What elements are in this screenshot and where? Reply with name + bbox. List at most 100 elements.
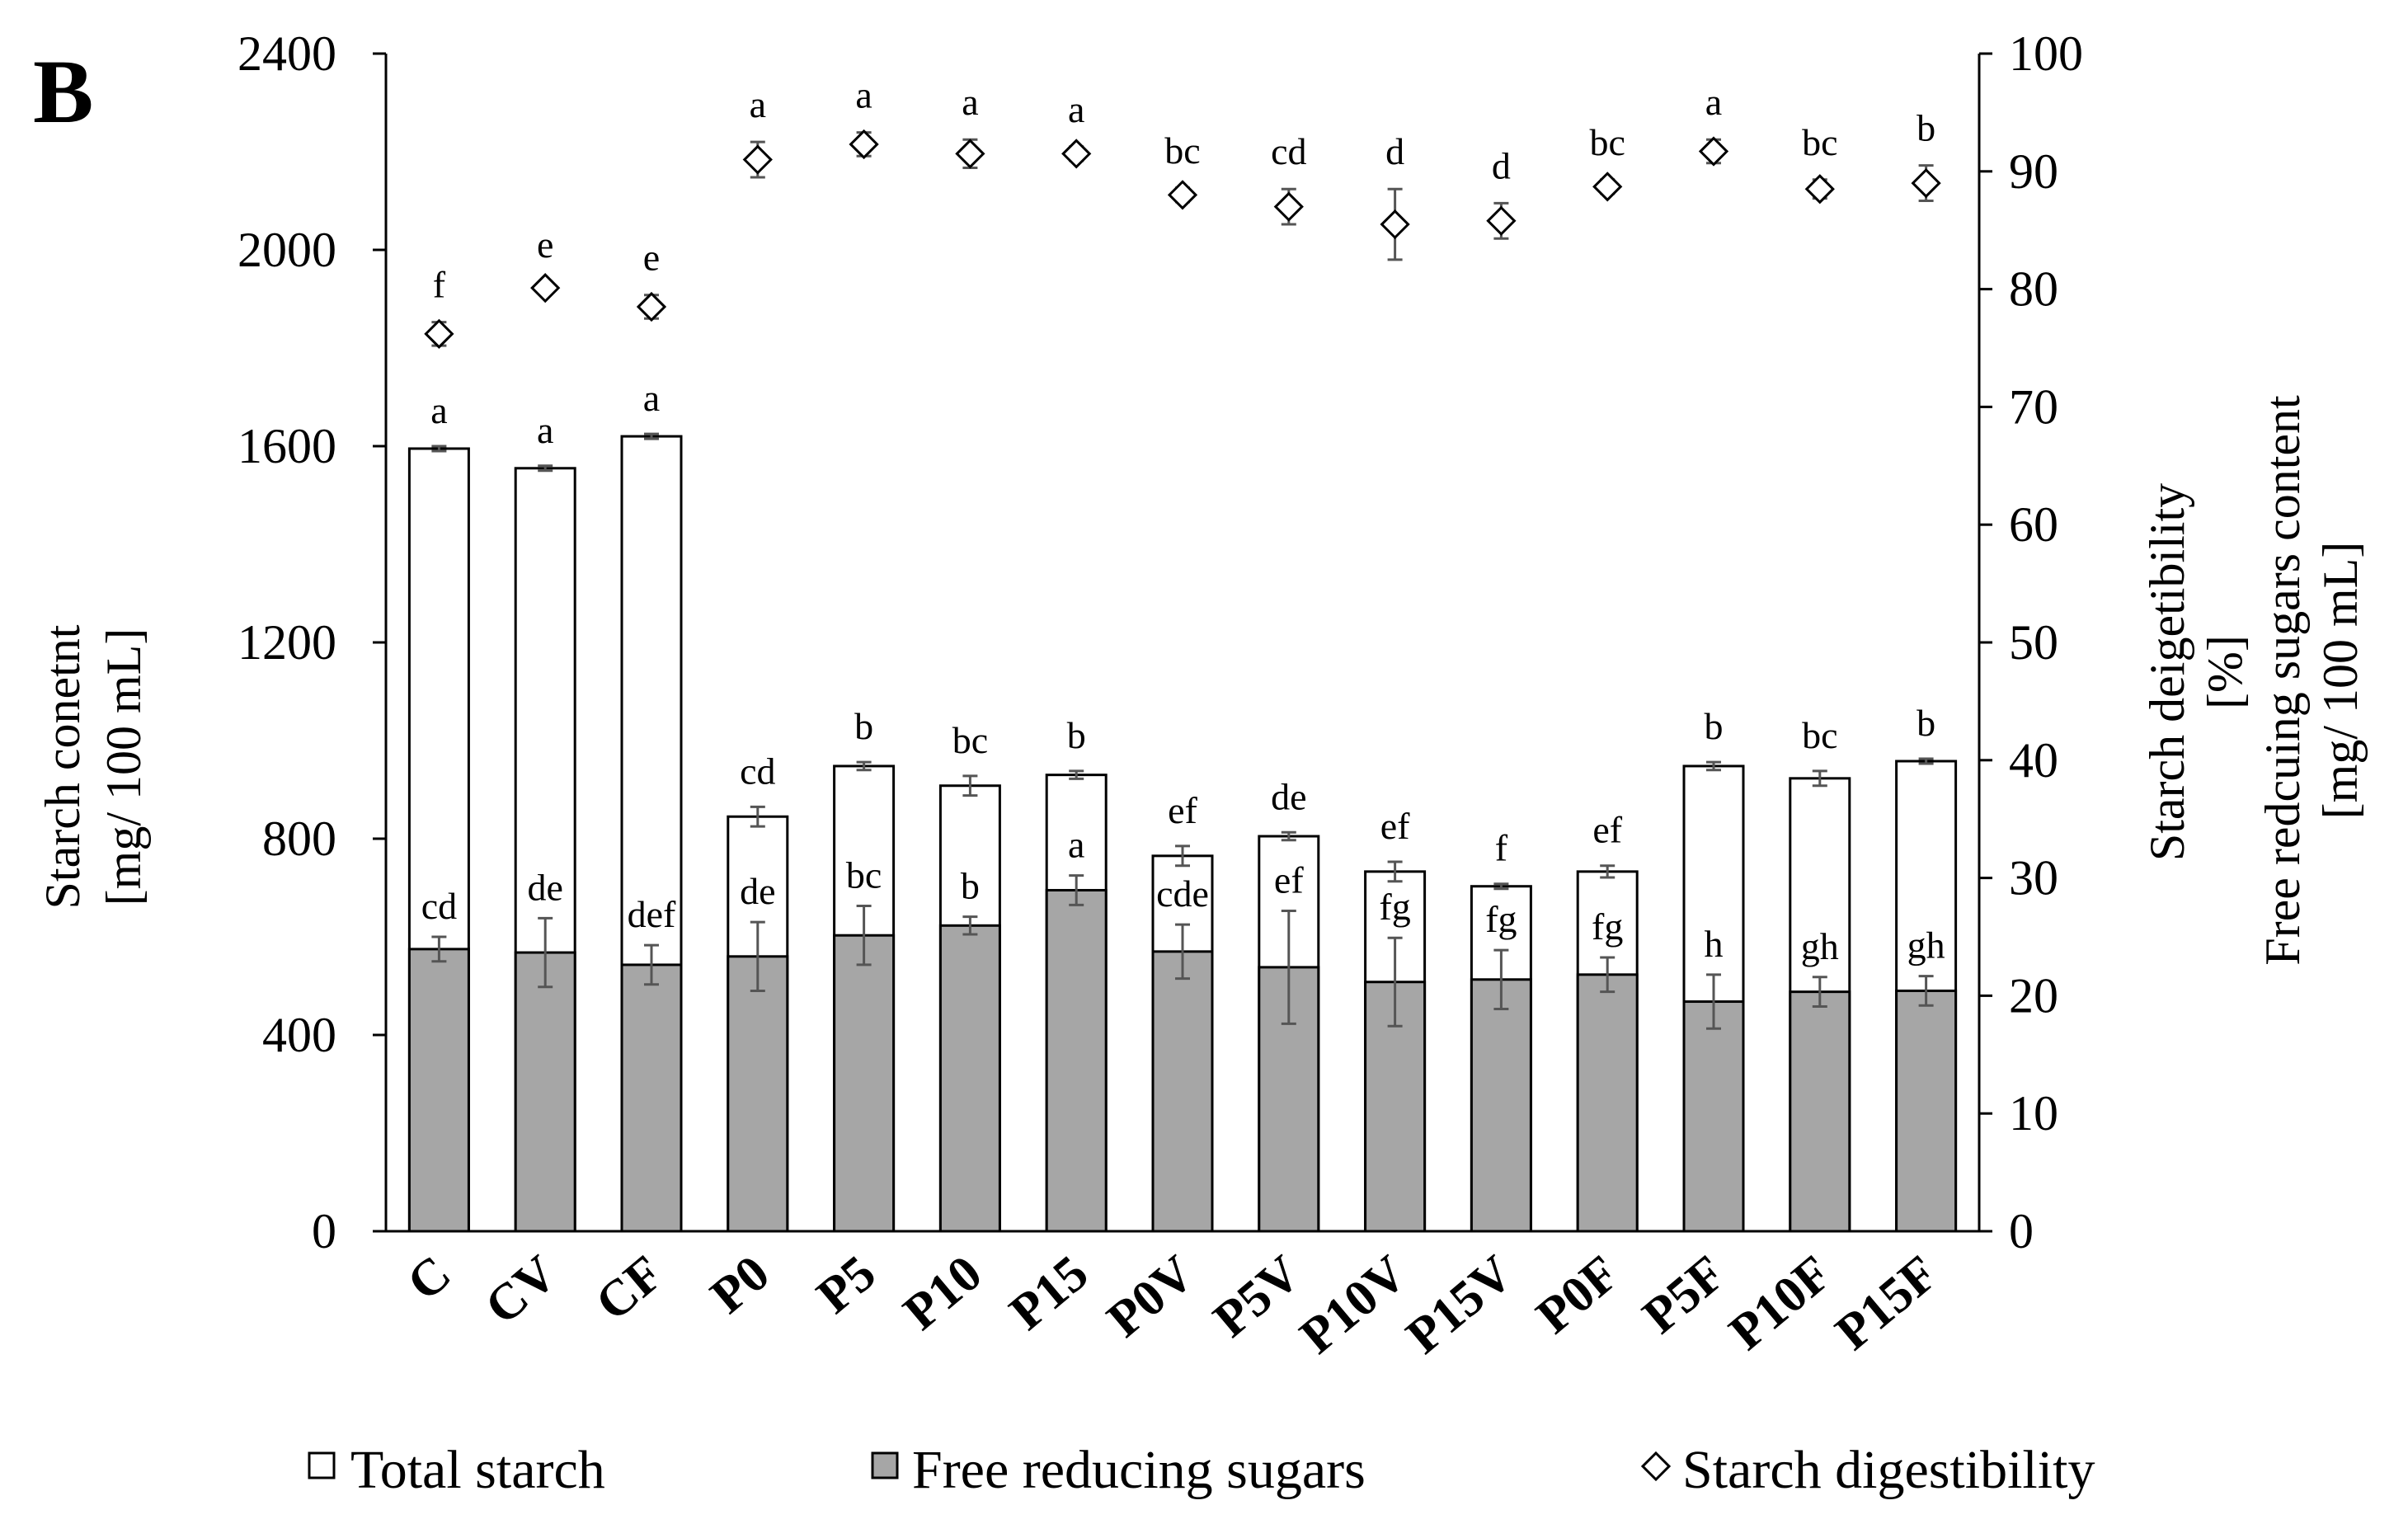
marker-digestibility-P0 — [742, 144, 773, 175]
legend: Total starch Free reducing sugars Starch… — [308, 1440, 2095, 1500]
label-free-reducing-sugars-P0: de — [740, 870, 775, 912]
left-axis-title: Starch conetnt [mg/ 100 mL] — [35, 624, 151, 909]
left-axis-title-line1: Starch conetnt — [35, 624, 90, 909]
label-digestibility-P5F: a — [1705, 81, 1722, 123]
right-tick-label-100: 100 — [2009, 26, 2083, 81]
label-digestibility-CF: e — [643, 237, 660, 279]
right-axis-title-line2: [%] — [2198, 635, 2252, 709]
bar-free-reducing-sugars-P5 — [833, 934, 896, 1233]
legend-diamond-icon — [1640, 1451, 1672, 1482]
category-label-CF: CF — [586, 1245, 674, 1332]
right-tick-label-80: 80 — [2009, 262, 2058, 317]
left-tick-label-1600: 1600 — [238, 419, 336, 473]
bar-free-reducing-sugars-P0F — [1576, 973, 1639, 1233]
right-tick-label-0: 0 — [2009, 1204, 2034, 1258]
left-tick-label-400: 400 — [262, 1008, 336, 1062]
marker-digestibility-P5 — [849, 129, 879, 160]
marker-digestibility-CF — [636, 291, 667, 322]
marker-digestibility-C — [424, 318, 454, 349]
category-label-P5V: P5V — [1203, 1244, 1311, 1348]
right-tick-label-30: 30 — [2009, 851, 2058, 905]
label-digestibility-P10F: bc — [1802, 121, 1837, 163]
right-axis-title-line4: [mg/ 100 mL] — [2313, 542, 2368, 820]
right-tick-label-40: 40 — [2009, 733, 2058, 788]
label-total-starch-P0V: ef — [1168, 789, 1197, 831]
label-free-reducing-sugars-P5V: ef — [1274, 858, 1304, 901]
legend-swatch-free-reducing-sugars — [871, 1451, 899, 1479]
left-tick-label-2400: 2400 — [238, 26, 336, 81]
left-tick-label-2000: 2000 — [238, 223, 336, 277]
marker-digestibility-P15V — [1486, 205, 1517, 236]
label-total-starch-P5F: b — [1705, 705, 1724, 747]
label-total-starch-P15V: f — [1495, 827, 1508, 869]
category-label-CV: CV — [475, 1244, 567, 1335]
label-digestibility-P15F: b — [1917, 107, 1935, 149]
label-total-starch-P10: bc — [952, 719, 988, 761]
legend-label-starch-digestibility: Starch digestibility — [1682, 1440, 2095, 1500]
right-tick-label-50: 50 — [2009, 615, 2058, 670]
label-free-reducing-sugars-P0F: fg — [1592, 905, 1623, 948]
label-free-reducing-sugars-CV: de — [527, 866, 562, 908]
label-free-reducing-sugars-P5F: h — [1705, 923, 1724, 965]
marker-digestibility-P15 — [1061, 139, 1092, 169]
label-total-starch-C: a — [430, 389, 447, 431]
label-free-reducing-sugars-P15F: gh — [1907, 924, 1945, 967]
category-label-P15V: P15V — [1396, 1244, 1524, 1364]
label-total-starch-P0F: ef — [1592, 809, 1622, 851]
label-digestibility-P0: a — [750, 83, 766, 125]
label-free-reducing-sugars-P10F: gh — [1801, 925, 1839, 967]
marker-digestibility-P5V — [1273, 191, 1304, 222]
label-total-starch-P5: b — [854, 705, 873, 747]
label-total-starch-P10V: ef — [1380, 805, 1410, 847]
marker-digestibility-P0F — [1592, 172, 1623, 202]
significance-labels: acdfadeeadefecddeabbcabcbabaaefcdebcdeef… — [421, 74, 1945, 967]
label-total-starch-P15F: b — [1917, 702, 1935, 744]
digestibility-markers — [424, 129, 1941, 349]
category-label-P0V: P0V — [1097, 1244, 1205, 1348]
label-total-starch-CF: a — [643, 377, 660, 419]
label-total-starch-P15: b — [1067, 714, 1086, 756]
label-free-reducing-sugars-C: cd — [421, 885, 457, 927]
panel-label: B — [33, 41, 93, 142]
label-total-starch-P0: cd — [740, 750, 775, 792]
left-tick-label-800: 800 — [262, 811, 336, 866]
label-digestibility-P15V: d — [1492, 144, 1511, 186]
right-tick-label-20: 20 — [2009, 968, 2058, 1023]
bar-free-reducing-sugars-P15 — [1045, 888, 1108, 1233]
category-label-P5: P5 — [807, 1245, 886, 1324]
marker-digestibility-P10F — [1804, 174, 1835, 205]
label-free-reducing-sugars-P15: a — [1068, 824, 1084, 866]
label-digestibility-P0V: bc — [1164, 129, 1200, 172]
category-label-P10: P10 — [893, 1245, 992, 1341]
label-free-reducing-sugars-P10: b — [961, 865, 980, 907]
left-tick-label-1200: 1200 — [238, 615, 336, 670]
category-label-P0F: P0F — [1526, 1245, 1630, 1345]
bar-free-reducing-sugars-P0 — [727, 955, 789, 1233]
label-digestibility-P15: a — [1068, 88, 1084, 130]
label-free-reducing-sugars-P10V: fg — [1379, 886, 1410, 928]
bar-free-reducing-sugars-P10 — [938, 924, 1001, 1233]
marker-digestibility-P5F — [1698, 136, 1729, 167]
right-axis-title: Starch deigetibility [%] Free redcuing s… — [2140, 395, 2368, 966]
right-tick-label-70: 70 — [2009, 379, 2058, 434]
label-total-starch-P10F: bc — [1802, 714, 1837, 756]
left-axis-title-line2: [mg/ 100 mL] — [96, 628, 151, 906]
legend-swatch-total-starch — [308, 1451, 336, 1479]
right-axis-title-line1: Starch deigetibility — [2140, 483, 2194, 861]
legend-label-total-starch: Total starch — [350, 1440, 605, 1500]
category-label-P5F: P5F — [1633, 1245, 1736, 1345]
right-tick-label-90: 90 — [2009, 144, 2058, 199]
right-tick-label-10: 10 — [2009, 1086, 2058, 1141]
right-tick-label-60: 60 — [2009, 497, 2058, 552]
legend-label-free-reducing-sugars: Free reducing sugars — [912, 1440, 1366, 1500]
bar-free-reducing-sugars-P15F — [1895, 989, 1958, 1233]
label-digestibility-P10V: d — [1385, 130, 1404, 172]
label-free-reducing-sugars-P15V: fg — [1485, 898, 1517, 940]
left-tick-label-0: 0 — [312, 1204, 336, 1258]
bar-free-reducing-sugars-CF — [620, 963, 683, 1233]
label-digestibility-CV: e — [537, 223, 553, 266]
category-label-P15F: P15F — [1825, 1245, 1948, 1362]
bar-free-reducing-sugars-P10F — [1789, 990, 1851, 1233]
bar-free-reducing-sugars-CV — [514, 951, 576, 1233]
